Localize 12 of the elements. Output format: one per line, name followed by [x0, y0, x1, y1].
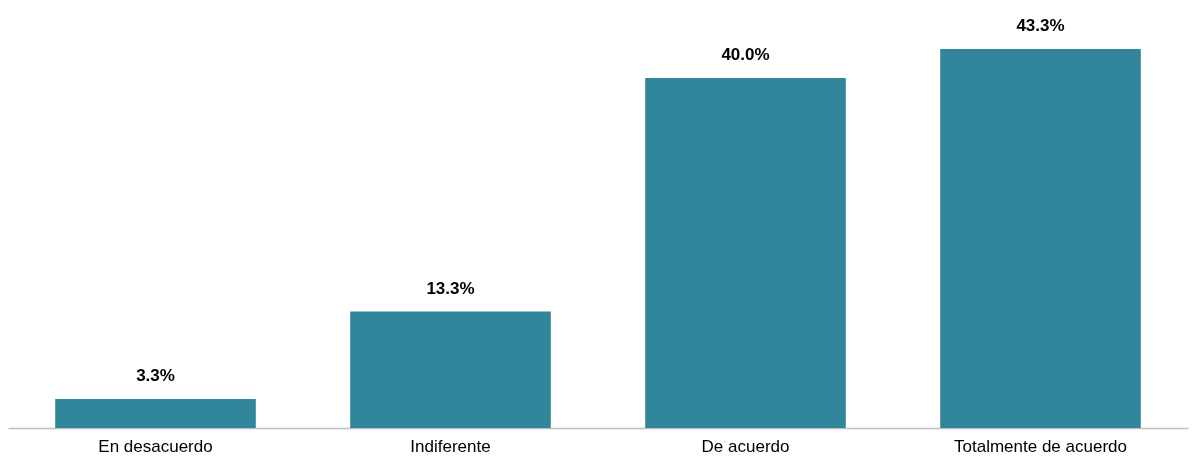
- x-tick-label: En desacuerdo: [98, 436, 213, 456]
- bar: [55, 399, 256, 428]
- data-label: 13.3%: [426, 278, 475, 298]
- data-label: 3.3%: [136, 366, 175, 386]
- x-tick-label: Indiferente: [410, 436, 491, 456]
- data-label: 43.3%: [1016, 16, 1065, 35]
- bar: [350, 311, 551, 428]
- bar: [645, 77, 846, 428]
- data-label: 40.0%: [721, 44, 770, 64]
- x-tick-label: Totalmente de acuerdo: [954, 436, 1127, 456]
- bar: [940, 49, 1141, 428]
- x-tick-label: De acuerdo: [701, 436, 790, 456]
